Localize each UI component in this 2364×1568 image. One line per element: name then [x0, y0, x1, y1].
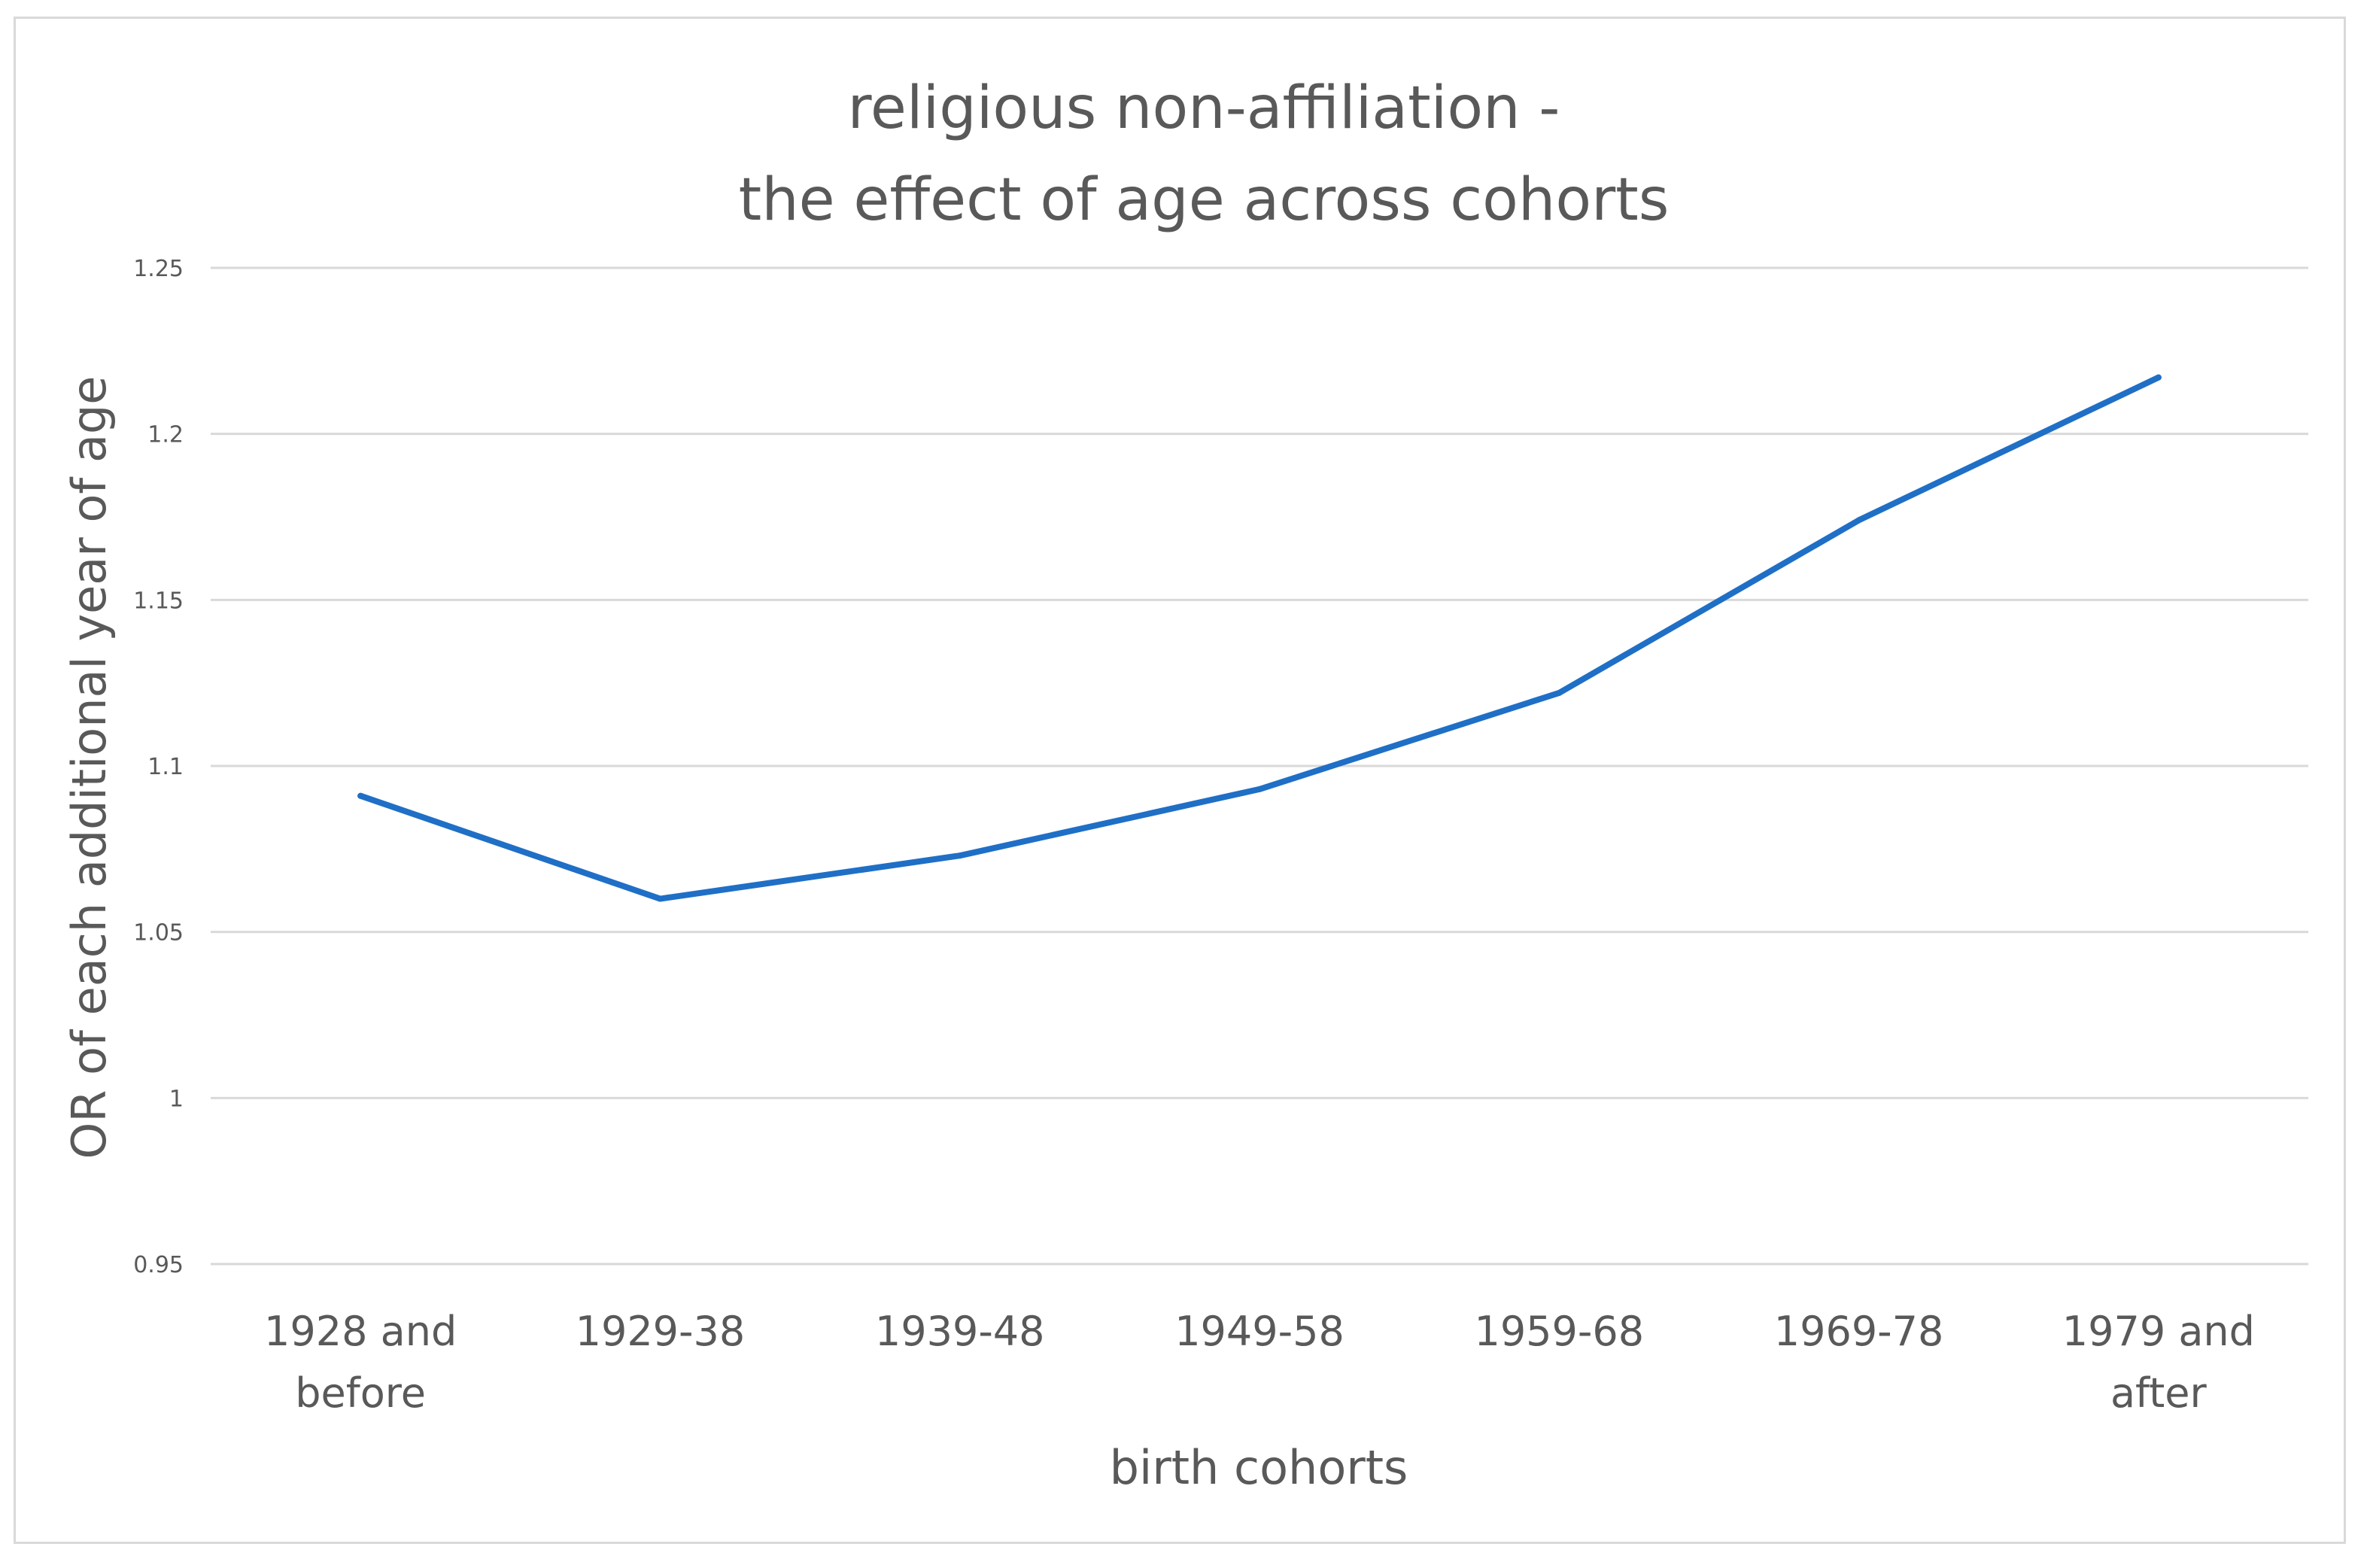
y-tick-label: 1.05: [133, 920, 184, 947]
y-tick-label: 1.25: [133, 256, 184, 282]
series-group: [357, 374, 2162, 902]
x-tick-label: 1949-58: [1174, 1308, 1345, 1355]
y-tick-label: 1.15: [133, 588, 184, 614]
data-point: [1556, 689, 1563, 696]
y-tick-label: 1: [169, 1086, 184, 1112]
y-axis-title: OR of each additional year of age: [62, 376, 117, 1159]
chart-frame: [14, 17, 2346, 1544]
x-axis-title: birth cohorts: [1110, 1440, 1408, 1495]
x-tick-label-line: before: [295, 1369, 426, 1417]
x-tick-label: 1939-48: [875, 1308, 1045, 1355]
x-tick-label-line: 1928 and: [264, 1308, 457, 1355]
x-tick-label: 1928 and before: [264, 1308, 457, 1417]
data-point: [357, 792, 364, 799]
chart-title: religious non-affiliation - the effect o…: [739, 74, 1670, 234]
x-tick-label-line: after: [2110, 1369, 2208, 1417]
data-point: [956, 852, 963, 859]
x-tick-label: 1979 and after: [2062, 1308, 2255, 1417]
x-tick-label: 1929-38: [576, 1308, 746, 1355]
chart-title-line-2: the effect of age across cohorts: [739, 166, 1670, 234]
y-axis-tick-labels: 0.95 1 1.05 1.1 1.15 1.2 1.25: [133, 256, 184, 1278]
x-tick-label-line: 1929-38: [576, 1308, 746, 1355]
y-tick-label: 1.1: [147, 754, 184, 780]
x-tick-label: 1959-68: [1474, 1308, 1644, 1355]
chart-title-line-1: religious non-affiliation -: [848, 74, 1560, 142]
x-tick-label-line: 1979 and: [2062, 1308, 2255, 1355]
x-axis-tick-labels: 1928 and before 1929-38 1939-48 1949-58 1959-…: [264, 1308, 2255, 1417]
y-tick-label: 0.95: [133, 1252, 184, 1278]
gridlines: [211, 266, 2308, 1266]
x-tick-label-line: 1959-68: [1474, 1308, 1644, 1355]
data-point: [1256, 786, 1263, 792]
x-tick-label: 1969-78: [1774, 1308, 1944, 1355]
series-line: [357, 374, 2162, 902]
x-tick-label-line: 1949-58: [1174, 1308, 1345, 1355]
data-point: [1855, 517, 1862, 524]
y-tick-label: 1.2: [147, 422, 184, 448]
x-tick-label-line: 1939-48: [875, 1308, 1045, 1355]
data-point: [2155, 374, 2162, 381]
data-point: [657, 895, 664, 902]
x-tick-label-line: 1969-78: [1774, 1308, 1944, 1355]
